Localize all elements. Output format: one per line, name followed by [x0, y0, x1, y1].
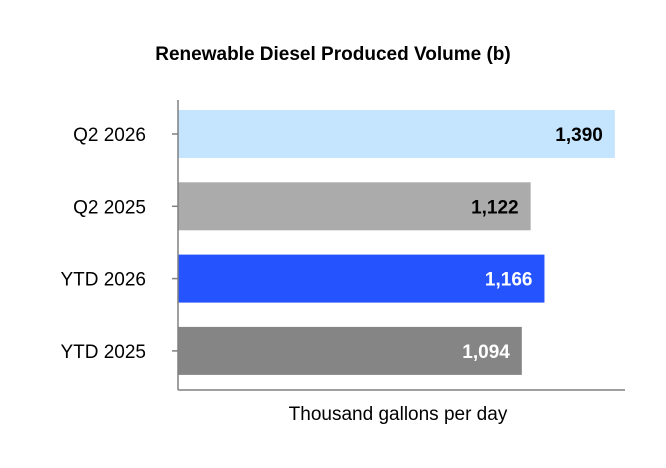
y-tick-label: Q2 2025	[73, 197, 146, 218]
data-label: 1,166	[485, 270, 533, 291]
x-axis-label: Thousand gallons per day	[289, 404, 508, 425]
chart-title: Renewable Diesel Produced Volume (b)	[155, 44, 510, 65]
bar-q2-2025	[178, 182, 531, 231]
y-tick-label: Q2 2026	[73, 125, 146, 146]
data-label: 1,122	[471, 197, 519, 218]
bar-q2-2026	[178, 110, 615, 158]
bar-ytd-2025	[178, 326, 522, 375]
data-label: 1,390	[555, 125, 603, 146]
bars-group: 1,390 1,122 1,166 1,094	[178, 110, 615, 375]
y-tick-label: YTD 2025	[60, 342, 146, 363]
y-tick-label: YTD 2026	[60, 270, 146, 291]
data-label: 1,094	[462, 342, 510, 363]
bar-ytd-2026	[178, 254, 545, 303]
y-ticks-group: Q2 2026 Q2 2025 YTD 2026 YTD 2025	[60, 125, 178, 363]
